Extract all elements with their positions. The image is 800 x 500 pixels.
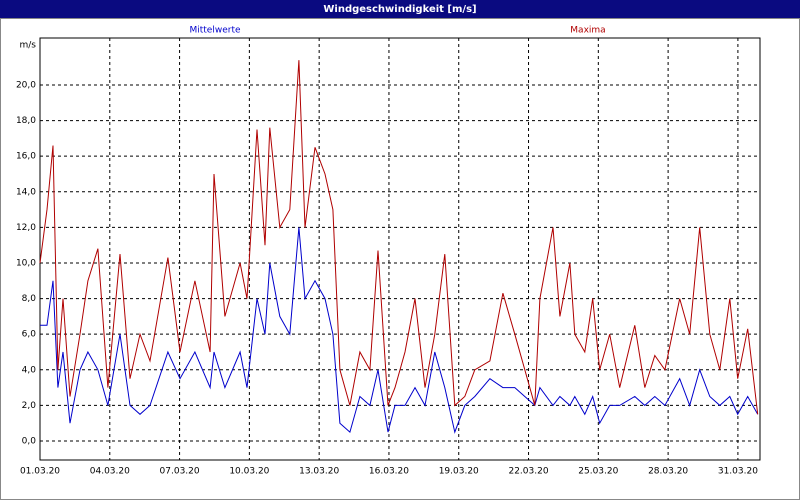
x-tick-label: 10.03.20	[229, 467, 269, 477]
y-tick-label: 18,0	[16, 116, 36, 126]
y-tick-label: 6,0	[22, 330, 37, 340]
x-tick-label: 25.03.20	[578, 467, 618, 477]
y-axis-label: m/s	[20, 41, 37, 51]
chart-title: Windgeschwindigkeit [m/s]	[323, 4, 476, 15]
x-tick-label: 22.03.20	[508, 467, 548, 477]
x-tick-label: 19.03.20	[439, 467, 479, 477]
x-tick-label: 28.03.20	[648, 467, 688, 477]
series-line	[40, 227, 759, 434]
x-tick-label: 13.03.20	[299, 467, 339, 477]
legend-label: Maxima	[570, 26, 605, 36]
title-bar	[0, 0, 800, 18]
x-tick-label: 04.03.20	[90, 467, 130, 477]
plot-border	[39, 37, 761, 461]
y-tick-label: 16,0	[16, 152, 36, 162]
x-tick-label: 16.03.20	[369, 467, 409, 477]
y-tick-label: 14,0	[16, 187, 36, 197]
x-tick-label: 01.03.20	[20, 467, 60, 477]
series-line	[39, 60, 759, 415]
y-tick-label: 4,0	[22, 365, 37, 375]
x-tick-label: 07.03.20	[160, 467, 200, 477]
y-tick-label: 8,0	[22, 294, 37, 304]
y-tick-label: 2,0	[22, 401, 37, 411]
legend-label: Mittelwerte	[189, 26, 240, 36]
y-tick-label: 12,0	[16, 223, 36, 233]
y-tick-label: 0,0	[22, 436, 37, 446]
x-tick-label: 31.03.20	[718, 467, 758, 477]
y-tick-label: 20,0	[16, 80, 36, 90]
y-tick-label: 10,0	[16, 258, 36, 268]
